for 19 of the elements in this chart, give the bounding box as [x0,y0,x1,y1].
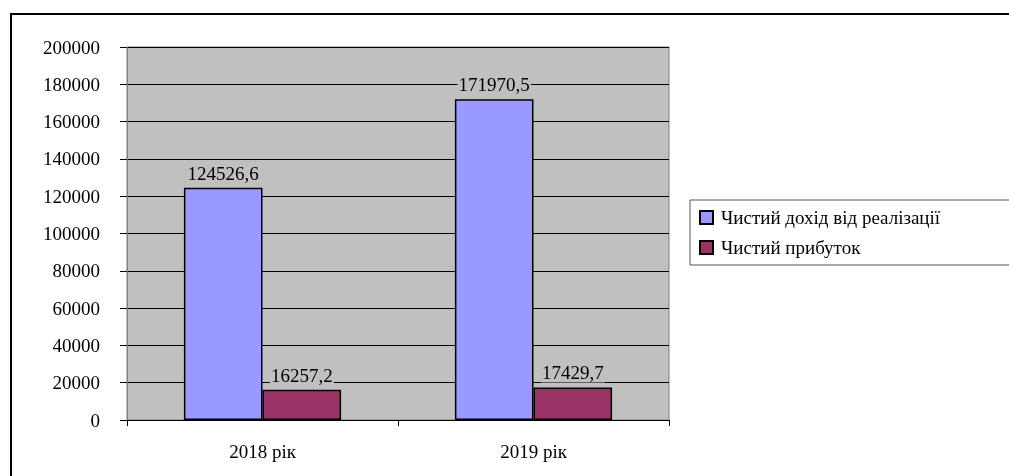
y-tick-label: 180000 [43,73,100,95]
x-tick-label: 2018 рік [229,441,297,462]
y-tick-label: 200000 [43,36,100,58]
data-label: 16257,2 [270,364,333,386]
y-tick-label: 120000 [43,185,100,207]
x-tick-label: 2019 рік [500,441,568,462]
y-tick-label: 100000 [43,223,100,244]
y-tick-label: 80000 [52,260,100,282]
legend-label: Чистий прибуток [721,237,862,258]
data-label: 171970,5 [458,74,530,96]
y-tick-label: 160000 [43,111,100,133]
data-label: 124526,6 [187,162,259,184]
y-tick-label: 60000 [52,297,100,319]
y-tick-label: 140000 [43,148,100,170]
legend-label: Чистий дохід від реалізації [721,207,941,228]
y-tick-label: 40000 [52,334,100,356]
y-tick-label: 0 [90,409,100,431]
y-tick-label: 20000 [52,372,100,394]
data-label: 17429,7 [541,362,604,384]
